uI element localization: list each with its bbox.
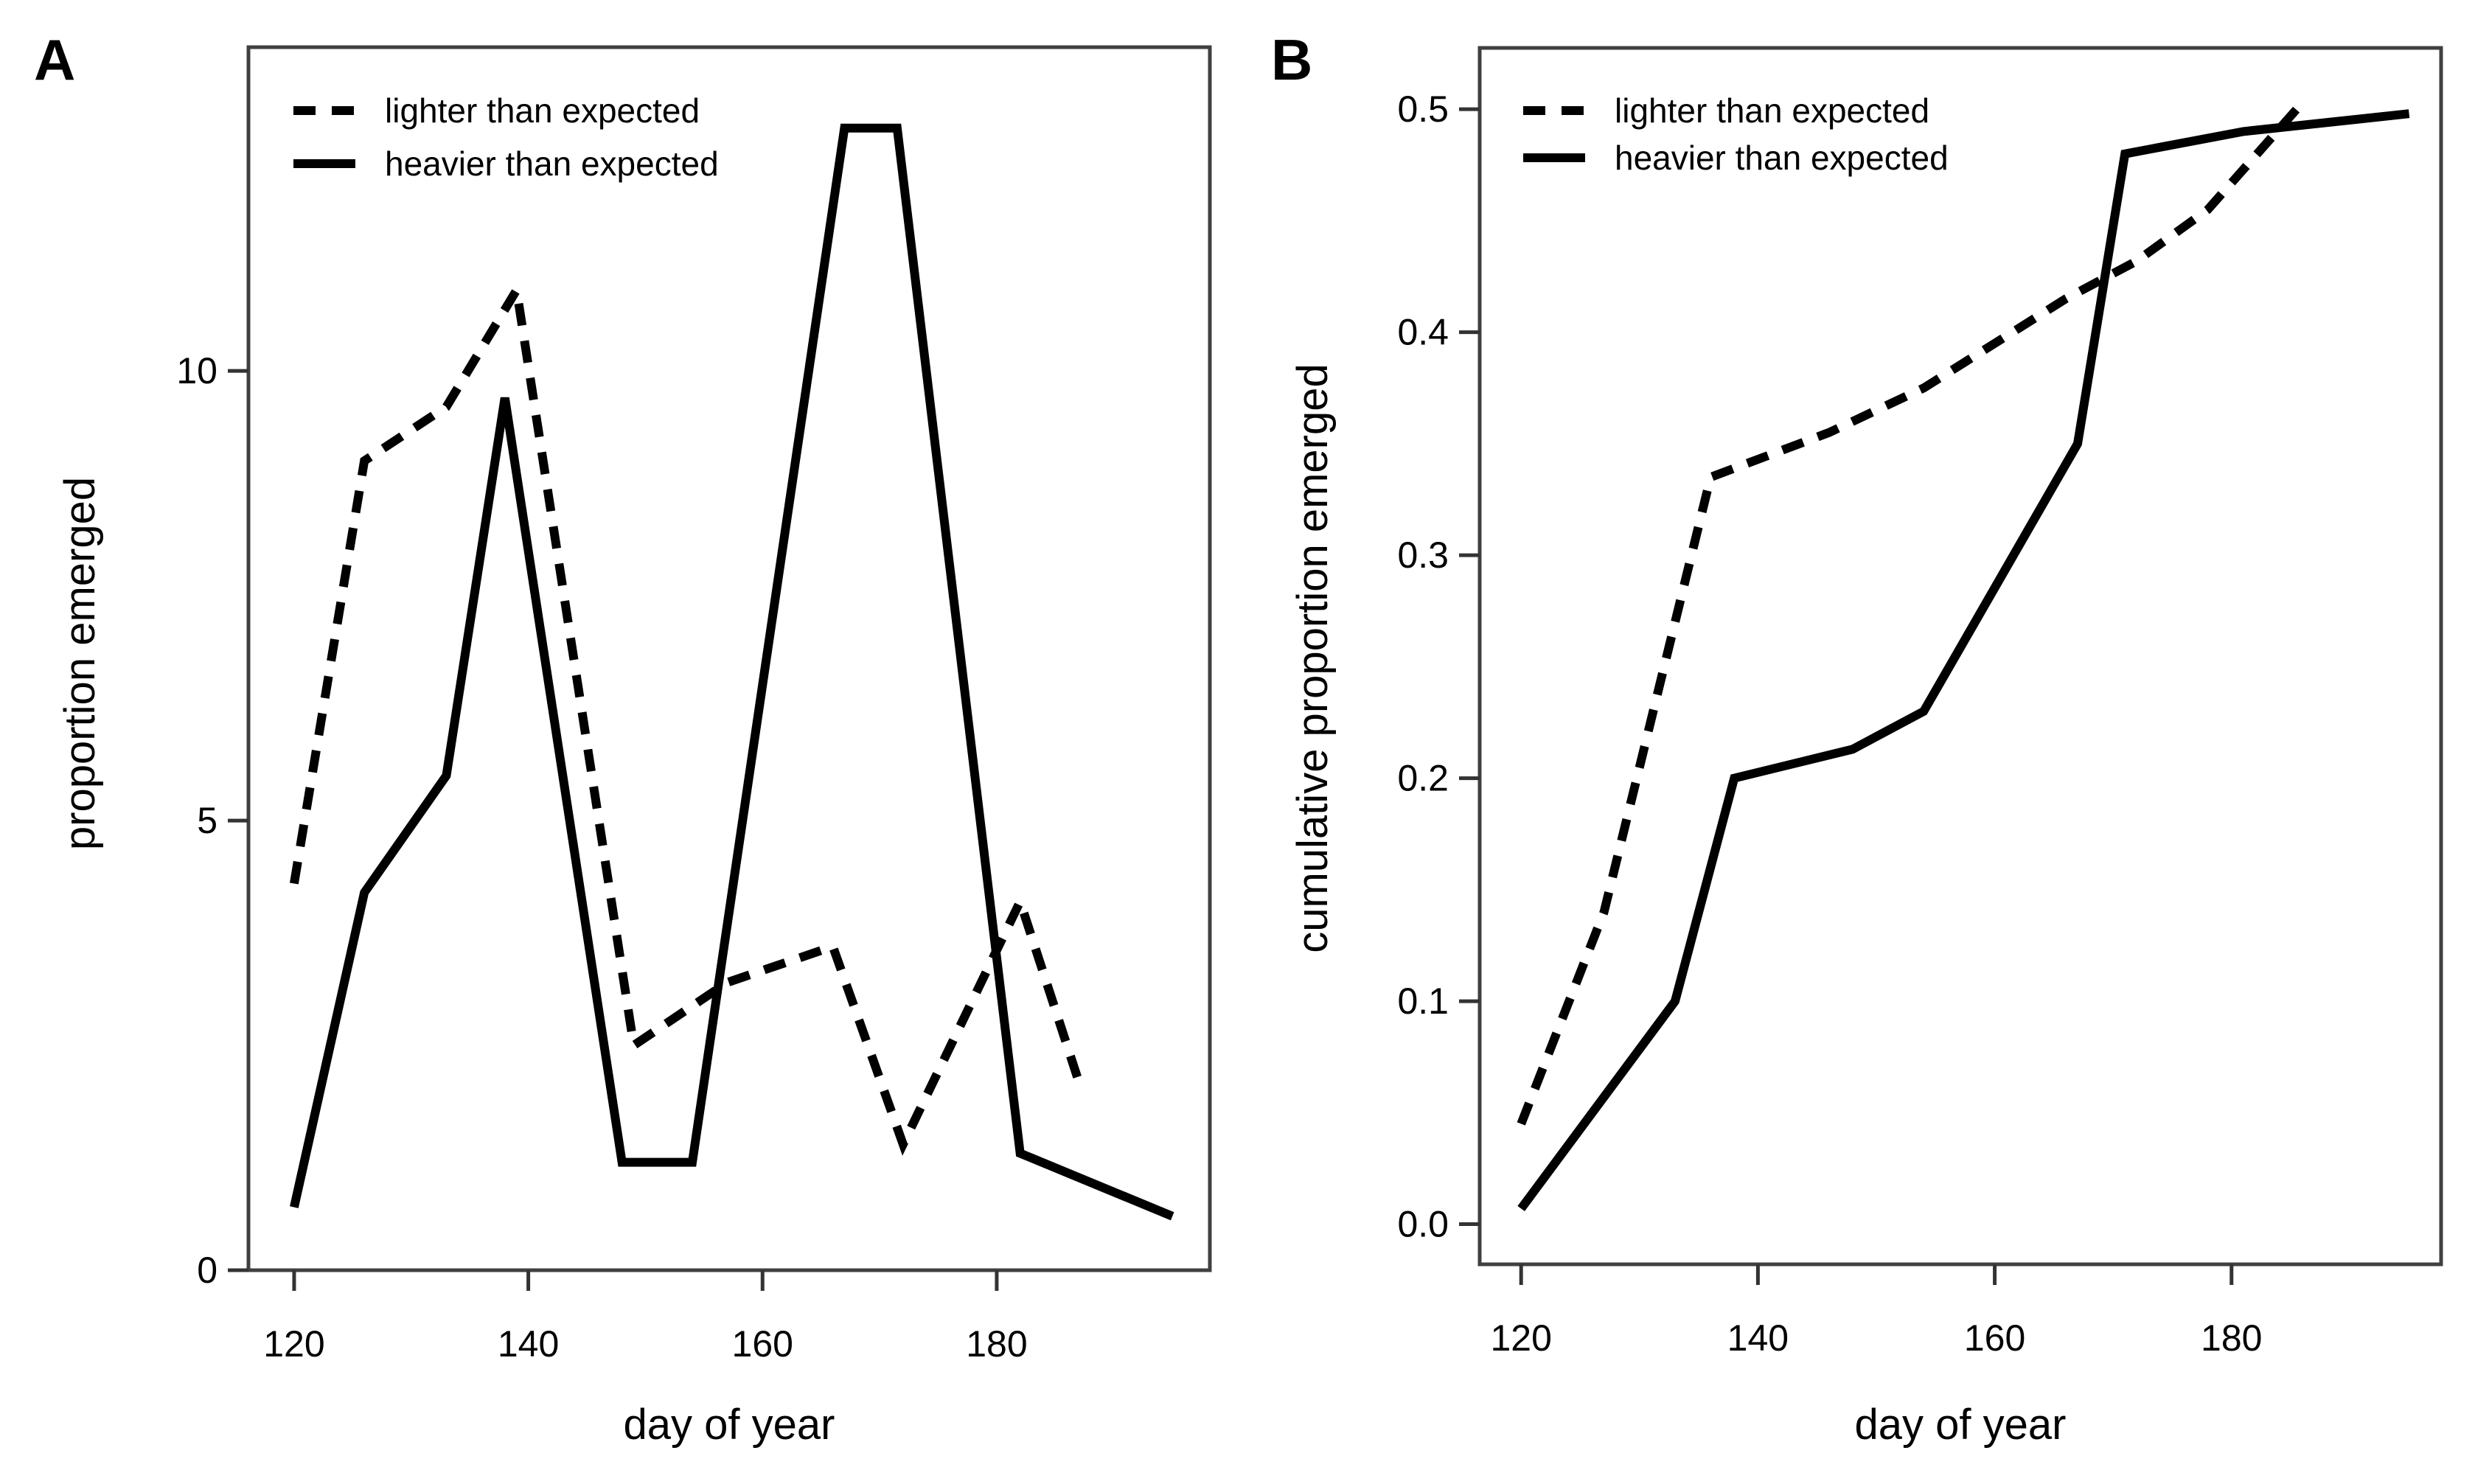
x-tick-label: 160 xyxy=(732,1323,793,1365)
legend-dashed-label: lighter than expected xyxy=(385,91,700,130)
y-tick-label: 0.5 xyxy=(1397,88,1449,130)
legend-dashed-label: lighter than expected xyxy=(1615,91,1929,130)
y-axis-title: cumulative proportion emerged xyxy=(1289,363,1337,953)
y-tick-label: 0.2 xyxy=(1397,758,1449,799)
series-line-solid xyxy=(1517,109,2410,1211)
y-tick-label: 0.0 xyxy=(1397,1204,1449,1245)
legend: lighter than expected heavier than expect… xyxy=(1523,91,1949,177)
x-tick-label: 140 xyxy=(1727,1317,1789,1359)
series-line-solid xyxy=(290,123,1174,1221)
panel-a: 120 140 160 180 0 5 10 day of year proportion em… xyxy=(56,45,1212,1449)
x-tick-label: 180 xyxy=(2201,1317,2262,1359)
x-tick-label: 120 xyxy=(1490,1317,1551,1359)
panel-b: 120 140 160 180 0.0 0.1 0.2 0.3 0.4 0.5 day of yea… xyxy=(1289,46,2443,1449)
panel-a-letter: A xyxy=(34,27,76,92)
x-axis-title: day of year xyxy=(624,1401,835,1449)
series-line-dashed xyxy=(289,277,1083,1156)
y-tick-label: 0 xyxy=(197,1250,217,1291)
legend: lighter than expected heavier than expect… xyxy=(293,91,719,183)
y-tick-label: 10 xyxy=(176,350,217,391)
x-tick-label: 140 xyxy=(498,1323,559,1365)
legend-solid-label: heavier than expected xyxy=(385,144,719,183)
y-tick-label: 0.1 xyxy=(1397,980,1449,1022)
y-axis-title: proportion emerged xyxy=(56,477,104,850)
y-tick-label: 0.3 xyxy=(1397,534,1449,576)
y-tick-label: 5 xyxy=(197,800,217,841)
legend-solid-label: heavier than expected xyxy=(1615,139,1949,177)
x-tick-label: 120 xyxy=(263,1323,324,1365)
x-tick-label: 180 xyxy=(966,1323,1027,1365)
plot-box xyxy=(1477,46,2443,1267)
plot-box xyxy=(246,45,1212,1272)
x-tick-label: 160 xyxy=(1964,1317,2025,1359)
y-tick-label: 0.4 xyxy=(1397,312,1449,353)
panel-b-letter: B xyxy=(1271,27,1313,92)
x-axis-title: day of year xyxy=(1855,1401,2067,1449)
series-line-dashed xyxy=(1517,100,2306,1126)
